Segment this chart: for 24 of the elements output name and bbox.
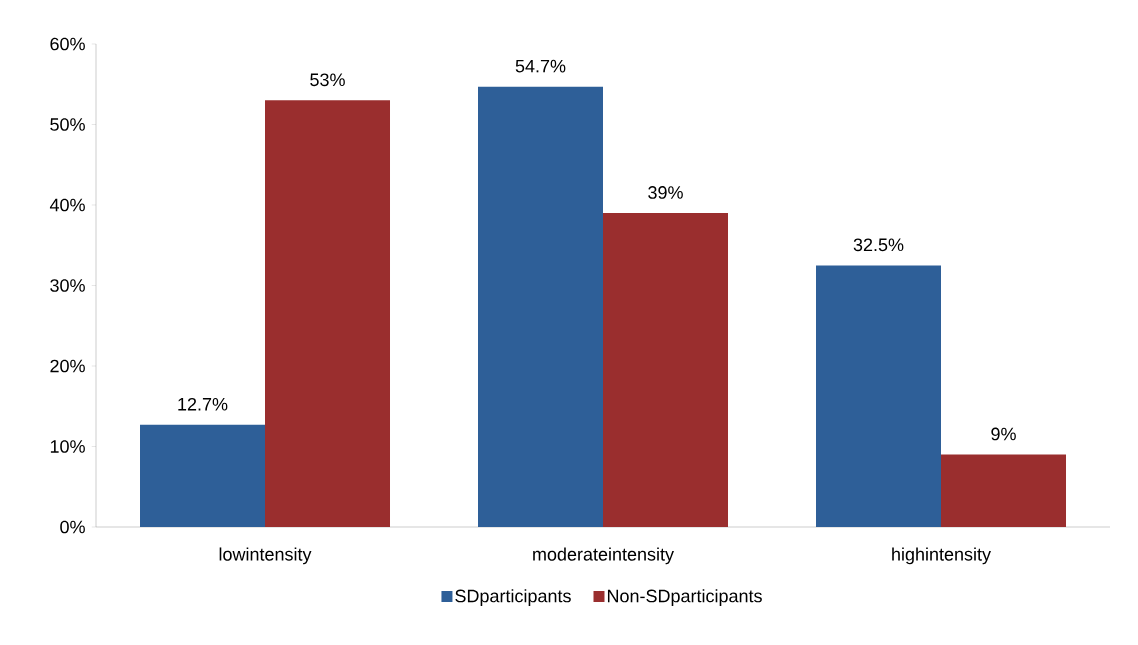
y-tick-label: 20% [50,359,85,373]
x-tick-label: lowintensity [219,547,312,565]
legend-label: Non-SDparticipants [607,589,762,606]
data-label: 9% [991,427,1016,441]
bar [603,213,728,527]
legend-label: SDparticipants [455,589,571,606]
bar [140,424,265,527]
bar [478,86,603,527]
y-tick-label: 10% [50,440,85,453]
x-tick-label: moderateintensity [533,547,674,565]
y-tick-label: 30% [50,279,85,292]
y-tick-label: 50% [50,118,85,131]
x-tick-label: highintensity [892,547,991,565]
data-label: 54.7% [515,59,566,73]
y-tick-label: 60% [50,37,85,51]
data-label: 32.5% [853,238,904,252]
bar [265,100,390,527]
y-tick-label: 0% [60,520,85,534]
y-tick-label: 40% [49,198,85,212]
bar [941,454,1066,527]
bar [816,265,941,527]
data-label: 39% [648,186,683,199]
data-label: 12.7% [178,397,228,411]
data-label: 53% [310,73,345,87]
